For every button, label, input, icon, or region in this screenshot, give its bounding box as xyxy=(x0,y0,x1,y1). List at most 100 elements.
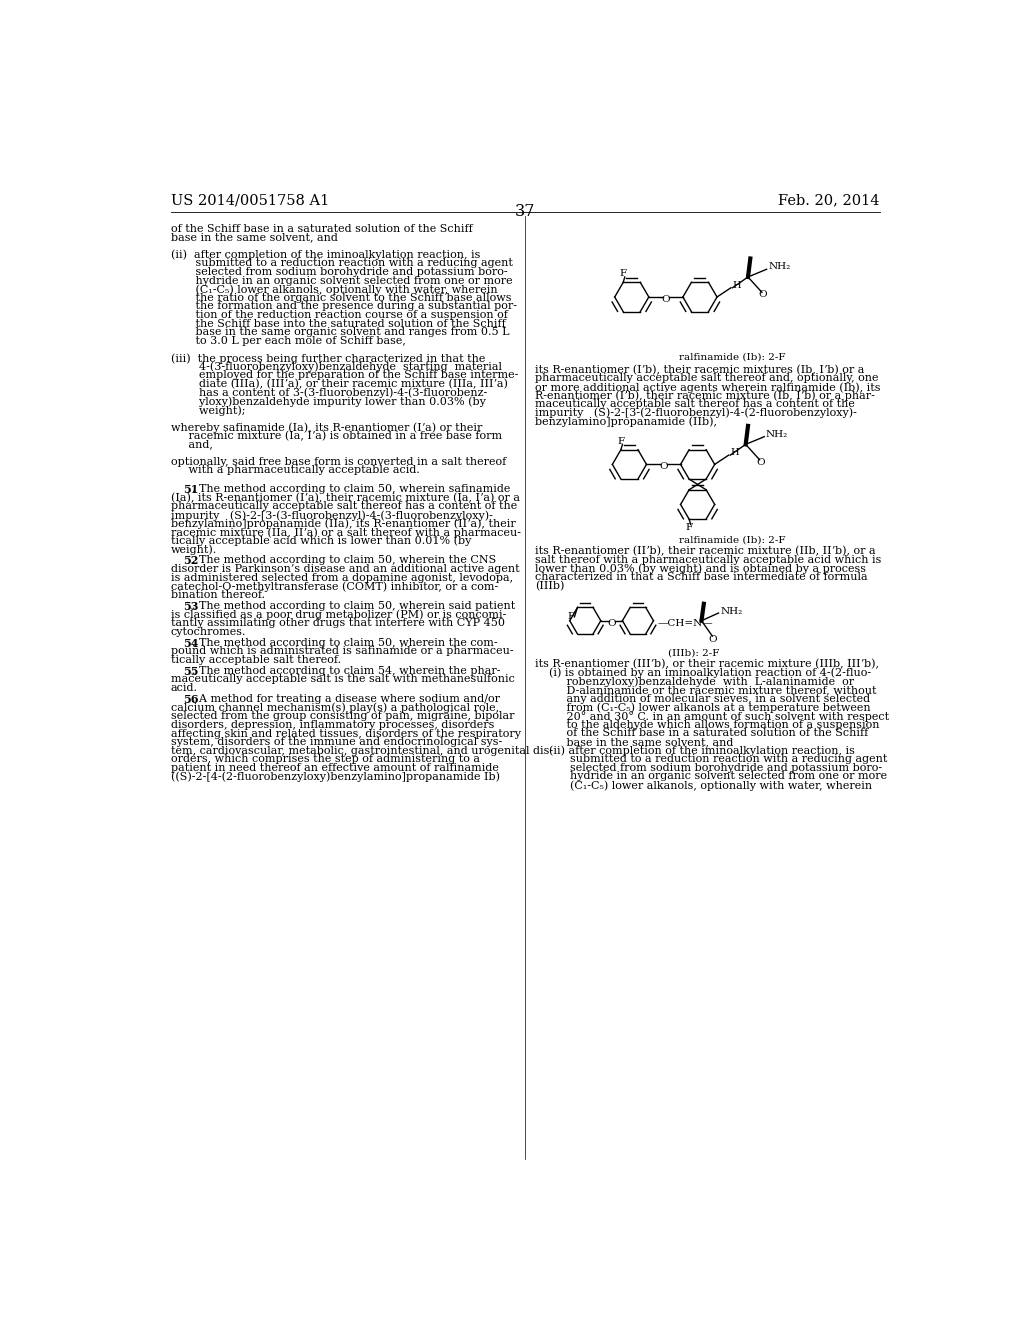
Text: NH₂: NH₂ xyxy=(720,607,742,616)
Text: NH₂: NH₂ xyxy=(766,430,788,438)
Text: salt thereof with a pharmaceutically acceptable acid which is: salt thereof with a pharmaceutically acc… xyxy=(535,554,882,565)
Text: 20° and 30° C. in an amount of such solvent with respect: 20° and 30° C. in an amount of such solv… xyxy=(535,711,889,722)
Text: from (C₁-C₅) lower alkanols at a temperature between: from (C₁-C₅) lower alkanols at a tempera… xyxy=(535,702,870,713)
Text: tically acceptable salt thereof.: tically acceptable salt thereof. xyxy=(171,655,341,665)
Text: O: O xyxy=(662,294,670,304)
Text: catechol-O-methyltransferase (COMT) inhibitor, or a com-: catechol-O-methyltransferase (COMT) inhi… xyxy=(171,581,498,591)
Text: 52: 52 xyxy=(183,556,199,566)
Text: maceutically acceptable salt is the salt with methanesulfonic: maceutically acceptable salt is the salt… xyxy=(171,675,514,685)
Text: patient in need thereof an effective amount of ralfinamide: patient in need thereof an effective amo… xyxy=(171,763,499,774)
Text: cytochromes.: cytochromes. xyxy=(171,627,246,636)
Text: submitted to a reduction reaction with a reducing agent: submitted to a reduction reaction with a… xyxy=(535,754,887,764)
Text: —CH=N—: —CH=N— xyxy=(657,619,713,627)
Text: tion of the reduction reaction course of a suspension of: tion of the reduction reaction course of… xyxy=(171,310,508,319)
Text: weight).: weight). xyxy=(171,544,217,554)
Text: base in the same solvent, and: base in the same solvent, and xyxy=(535,737,733,747)
Text: orders, which comprises the step of administering to a: orders, which comprises the step of admi… xyxy=(171,755,479,764)
Text: F: F xyxy=(685,523,692,532)
Text: any addition of molecular sieves, in a solvent selected: any addition of molecular sieves, in a s… xyxy=(535,694,870,704)
Text: H: H xyxy=(730,449,738,457)
Text: selected from sodium borohydride and potassium boro-: selected from sodium borohydride and pot… xyxy=(535,763,882,772)
Text: impurity   (S)-2-[3-(2-fluorobenzyl)-4-(2-fluorobenzyloxy)-: impurity (S)-2-[3-(2-fluorobenzyl)-4-(2-… xyxy=(535,408,857,418)
Text: O: O xyxy=(756,458,765,466)
Text: 37: 37 xyxy=(514,203,536,220)
Text: (C₁-C₅) lower alkanols, optionally with water, wherein: (C₁-C₅) lower alkanols, optionally with … xyxy=(171,284,498,294)
Text: (ii) after completion of the iminoalkylation reaction, is: (ii) after completion of the iminoalkyla… xyxy=(535,746,855,756)
Text: F: F xyxy=(567,612,574,622)
Text: the Schiff base into the saturated solution of the Schiff: the Schiff base into the saturated solut… xyxy=(171,318,506,329)
Text: O: O xyxy=(659,462,668,471)
Text: diate (IIIa), (IIIʼa), or their racemic mixture (IIIa, IIIʼa): diate (IIIa), (IIIʼa), or their racemic … xyxy=(171,379,508,389)
Text: (IIIb): (IIIb) xyxy=(535,581,564,591)
Text: to the aldehyde which allows formation of a suspension: to the aldehyde which allows formation o… xyxy=(535,719,880,730)
Text: its R-enantiomer (IIʼb), their racemic mixture (IIb, IIʼb), or a: its R-enantiomer (IIʼb), their racemic m… xyxy=(535,546,876,556)
Text: is administered selected from a dopamine agonist, levodopa,: is administered selected from a dopamine… xyxy=(171,573,513,582)
Text: US 2014/0051758 A1: US 2014/0051758 A1 xyxy=(171,193,329,207)
Text: the formation and the presence during a substantial por-: the formation and the presence during a … xyxy=(171,301,517,312)
Text: its R-enantiomer (IIIʼb), or their racemic mixture (IIIb, IIIʼb),: its R-enantiomer (IIIʼb), or their racem… xyxy=(535,659,879,669)
Text: O: O xyxy=(759,290,767,300)
Text: to 3.0 L per each mole of Schiff base,: to 3.0 L per each mole of Schiff base, xyxy=(171,337,406,346)
Text: employed for the preparation of the Schiff base interme-: employed for the preparation of the Schi… xyxy=(171,371,518,380)
Text: pound which is administrated is safinamide or a pharmaceu-: pound which is administrated is safinami… xyxy=(171,647,513,656)
Text: 4-(3-fluorobenzyloxy)benzaldehyde  starting  material: 4-(3-fluorobenzyloxy)benzaldehyde starti… xyxy=(171,362,502,372)
Text: (Ia), its R-enantiomer (Iʼa), their racemic mixture (Ia, Iʼa) or a: (Ia), its R-enantiomer (Iʼa), their race… xyxy=(171,492,519,503)
Text: disorders, depression, inflammatory processes, disorders: disorders, depression, inflammatory proc… xyxy=(171,719,494,730)
Text: with a pharmaceutically acceptable acid.: with a pharmaceutically acceptable acid. xyxy=(171,466,420,475)
Text: selected from the group consisting of pain, migraine, bipolar: selected from the group consisting of pa… xyxy=(171,711,514,721)
Text: 53: 53 xyxy=(183,601,199,612)
Text: pharmaceutically acceptable salt thereof has a content of the: pharmaceutically acceptable salt thereof… xyxy=(171,502,517,511)
Text: impurity   (S)-2-[3-(3-fluorobenzyl)-4-(3-fluorobenzyloxy)-: impurity (S)-2-[3-(3-fluorobenzyl)-4-(3-… xyxy=(171,510,493,520)
Text: hydride in an organic solvent selected from one or more: hydride in an organic solvent selected f… xyxy=(535,771,887,781)
Text: benzylamino]propanamide (IIb),: benzylamino]propanamide (IIb), xyxy=(535,417,717,428)
Text: disorder is Parkinson’s disease and an additional active agent: disorder is Parkinson’s disease and an a… xyxy=(171,564,519,574)
Text: hydride in an organic solvent selected from one or more: hydride in an organic solvent selected f… xyxy=(171,276,512,285)
Text: system, disorders of the immune and endocrinological sys-: system, disorders of the immune and endo… xyxy=(171,737,502,747)
Text: or more additional active agents wherein ralfinamide (Ib), its: or more additional active agents wherein… xyxy=(535,381,881,392)
Text: calcium channel mechanism(s) play(s) a pathological role,: calcium channel mechanism(s) play(s) a p… xyxy=(171,702,499,713)
Text: 54: 54 xyxy=(183,638,199,648)
Text: selected from sodium borohydride and potassium boro-: selected from sodium borohydride and pot… xyxy=(171,267,507,277)
Text: H: H xyxy=(732,281,741,290)
Text: NH₂: NH₂ xyxy=(768,263,791,272)
Text: (i) is obtained by an iminoalkylation reaction of 4-(2-fluo-: (i) is obtained by an iminoalkylation re… xyxy=(535,668,871,678)
Text: pharmaceutically acceptable salt thereof and, optionally, one: pharmaceutically acceptable salt thereof… xyxy=(535,374,879,383)
Text: the ratio of the organic solvent to the Schiff base allows: the ratio of the organic solvent to the … xyxy=(171,293,511,302)
Text: tantly assimilating other drugs that interfere with CYP 450: tantly assimilating other drugs that int… xyxy=(171,618,505,628)
Text: F: F xyxy=(617,437,625,446)
Text: lower than 0.03% (by weight) and is obtained by a process: lower than 0.03% (by weight) and is obta… xyxy=(535,564,866,574)
Text: has a content of 3-(3-fluorobenzyl)-4-(3-fluorobenz-: has a content of 3-(3-fluorobenzyl)-4-(3… xyxy=(171,388,486,399)
Text: affecting skin and related tissues, disorders of the respiratory: affecting skin and related tissues, diso… xyxy=(171,729,520,738)
Text: weight);: weight); xyxy=(171,405,245,416)
Text: of the Schiff base in a saturated solution of the Schiff: of the Schiff base in a saturated soluti… xyxy=(535,729,868,738)
Text: yloxy)benzaldehyde impurity lower than 0.03% (by: yloxy)benzaldehyde impurity lower than 0… xyxy=(171,396,485,407)
Text: D-alaninamide or the racemic mixture thereof, without: D-alaninamide or the racemic mixture the… xyxy=(535,685,877,696)
Text: ((S)-2-[4-(2-fluorobenzyloxy)benzylamino]propanamide Ib): ((S)-2-[4-(2-fluorobenzyloxy)benzylamino… xyxy=(171,772,500,783)
Text: whereby safinamide (Ia), its R-enantiomer (Iʼa) or their: whereby safinamide (Ia), its R-enantiome… xyxy=(171,422,482,433)
Text: benzylamino]propanamide (IIa), its R-enantiomer (IIʼa), their: benzylamino]propanamide (IIa), its R-ena… xyxy=(171,519,515,529)
Text: robenzyloxy)benzaldehyde  with  L-alaninamide  or: robenzyloxy)benzaldehyde with L-alaninam… xyxy=(535,676,854,686)
Text: (C₁-C₅) lower alkanols, optionally with water, wherein: (C₁-C₅) lower alkanols, optionally with … xyxy=(535,780,872,791)
Text: racemic mixture (IIa, IIʼa) or a salt thereof with a pharmaceu-: racemic mixture (IIa, IIʼa) or a salt th… xyxy=(171,527,520,537)
Text: . The method according to claim 50, wherein the com-: . The method according to claim 50, wher… xyxy=(193,638,498,648)
Text: tically acceptable acid which is lower than 0.01% (by: tically acceptable acid which is lower t… xyxy=(171,536,471,546)
Text: base in the same solvent, and: base in the same solvent, and xyxy=(171,232,338,243)
Text: maceutically acceptable salt thereof has a content of the: maceutically acceptable salt thereof has… xyxy=(535,399,855,409)
Text: optionally, said free base form is converted in a salt thereof: optionally, said free base form is conve… xyxy=(171,457,506,467)
Text: O: O xyxy=(709,635,718,644)
Text: ralfinamide (Ib): 2-F: ralfinamide (Ib): 2-F xyxy=(679,535,785,544)
Text: 55: 55 xyxy=(183,665,199,677)
Text: (IIIb): 2-F: (IIIb): 2-F xyxy=(668,648,720,657)
Text: characterized in that a Schiff base intermediate of formula: characterized in that a Schiff base inte… xyxy=(535,572,867,582)
Text: F: F xyxy=(620,269,627,279)
Text: . The method according to claim 54, wherein the phar-: . The method according to claim 54, wher… xyxy=(193,665,501,676)
Text: . The method according to claim 50, wherein the CNS: . The method according to claim 50, wher… xyxy=(193,556,497,565)
Text: base in the same organic solvent and ranges from 0.5 L: base in the same organic solvent and ran… xyxy=(171,327,509,338)
Text: tem, cardiovascular, metabolic, gastrointestinal, and urogenital dis-: tem, cardiovascular, metabolic, gastroin… xyxy=(171,746,553,756)
Text: ralfinamide (Ib): 2-F: ralfinamide (Ib): 2-F xyxy=(679,352,785,362)
Text: Feb. 20, 2014: Feb. 20, 2014 xyxy=(778,193,880,207)
Text: is classified as a poor drug metabolizer (PM) or is concomi-: is classified as a poor drug metabolizer… xyxy=(171,610,506,620)
Text: and,: and, xyxy=(171,440,213,449)
Text: of the Schiff base in a saturated solution of the Schiff: of the Schiff base in a saturated soluti… xyxy=(171,224,472,234)
Text: R-enantiomer (Iʼb), their racemic mixture (Ib, Iʼb) or a phar-: R-enantiomer (Iʼb), their racemic mixtur… xyxy=(535,391,874,401)
